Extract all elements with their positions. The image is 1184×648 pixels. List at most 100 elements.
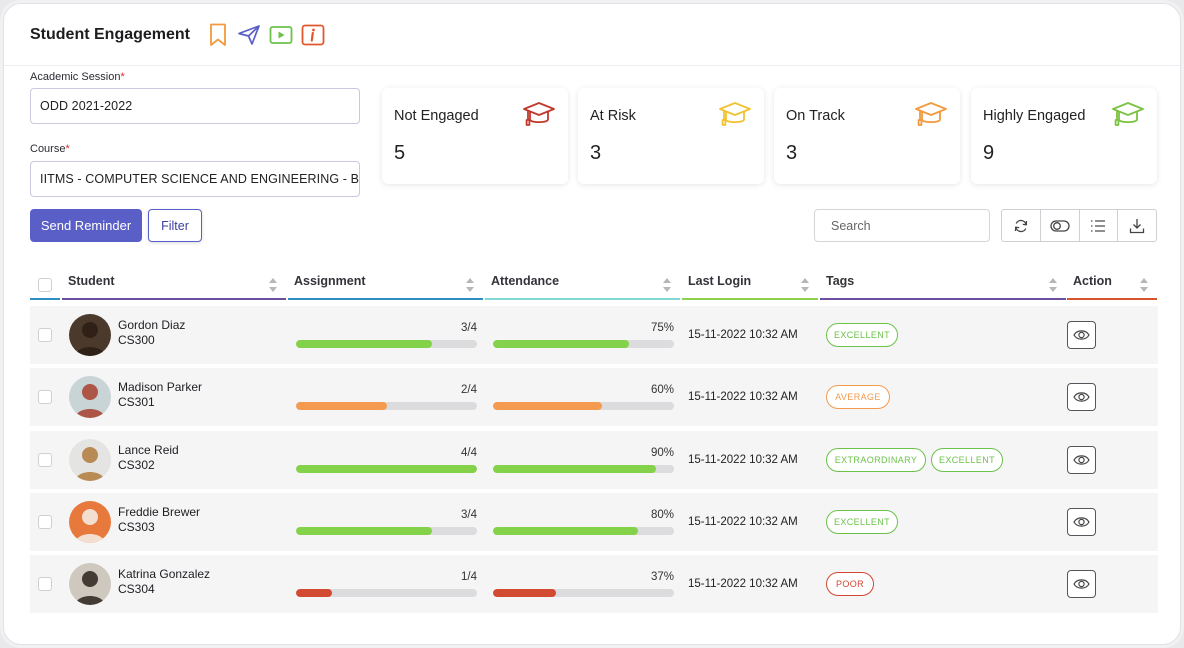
required-mark: * [65, 143, 70, 155]
view-button[interactable] [1067, 446, 1096, 474]
student-name: Madison Parker [118, 380, 203, 394]
table-row[interactable]: Madison Parker CS301 2/4 60% 15-11-2022 10:3… [30, 368, 1158, 426]
eye-icon [1073, 579, 1090, 589]
column-header-label: Student [68, 274, 115, 288]
eye-icon [1073, 330, 1090, 340]
assignment-value: 2/4 [461, 384, 477, 396]
course-select[interactable]: IITMS - COMPUTER SCIENCE AND ENGINEERING… [30, 161, 360, 197]
toggle-icon[interactable] [1041, 210, 1080, 241]
column-underline [288, 298, 483, 300]
stat-card-not-engaged[interactable]: Not Engaged 5 [382, 88, 568, 184]
table-row[interactable]: Gordon Diaz CS300 3/4 75% 15-11-2022 10:32 A… [30, 306, 1158, 364]
assignment-progress [296, 589, 477, 597]
list-icon[interactable] [1080, 210, 1119, 241]
graduation-cap-icon [1111, 100, 1145, 130]
assignment-progress [296, 527, 477, 535]
view-button[interactable] [1067, 570, 1096, 598]
session-label: Academic Session* [30, 71, 125, 83]
sort-icon[interactable] [800, 276, 810, 294]
attendance-value: 37% [650, 571, 674, 583]
assignment-value: 1/4 [461, 571, 477, 583]
eye-icon [1073, 392, 1090, 402]
attendance-value: 80% [650, 509, 674, 521]
view-button[interactable] [1067, 321, 1096, 349]
column-header-label: Attendance [491, 274, 560, 288]
stat-card-highly-engaged[interactable]: Highly Engaged 9 [971, 88, 1157, 184]
column-header-label: Last Login [688, 274, 752, 288]
download-icon[interactable] [1118, 210, 1156, 241]
avatar [69, 563, 111, 605]
session-label-text: Academic Session [30, 71, 121, 83]
table-row[interactable]: Freddie Brewer CS303 3/4 80% 15-11-2022 10:3… [30, 493, 1158, 551]
sort-icon[interactable] [662, 276, 672, 294]
student-id: CS302 [118, 458, 155, 472]
column-underline [485, 298, 680, 300]
sort-icon[interactable] [268, 276, 278, 294]
row-checkbox[interactable] [38, 390, 52, 404]
stat-value: 5 [394, 142, 406, 164]
graduation-cap-icon [718, 100, 752, 130]
eye-icon [1073, 455, 1090, 465]
sort-icon[interactable] [1139, 276, 1149, 294]
last-login: 15-11-2022 10:32 AM [688, 454, 798, 466]
attendance-value: 90% [650, 447, 674, 459]
last-login: 15-11-2022 10:32 AM [688, 391, 798, 403]
assignment-value: 3/4 [461, 322, 477, 334]
attendance-progress [493, 465, 674, 473]
last-login: 15-11-2022 10:32 AM [688, 329, 798, 341]
status-badge: EXCELLENT [826, 323, 898, 347]
video-play-icon[interactable] [269, 22, 293, 48]
row-checkbox[interactable] [38, 577, 52, 591]
attendance-value: 75% [650, 322, 674, 334]
assignment-progress [296, 340, 477, 348]
column-header-last-login[interactable]: Last Login [682, 274, 818, 300]
row-checkbox[interactable] [38, 453, 52, 467]
stat-card-at-risk[interactable]: At Risk 3 [578, 88, 764, 184]
sort-icon[interactable] [1048, 276, 1058, 294]
avatar [69, 439, 111, 481]
column-header-label: Action [1073, 274, 1112, 288]
column-header-assignment[interactable]: Assignment [288, 274, 483, 300]
select-all-checkbox[interactable] [38, 278, 52, 292]
column-header-attendance[interactable]: Attendance [485, 274, 680, 300]
student-id: CS301 [118, 395, 155, 409]
send-reminder-button[interactable]: Send Reminder [30, 209, 142, 242]
stat-label: Not Engaged [394, 108, 479, 124]
column-header-student[interactable]: Student [62, 274, 286, 300]
assignment-progress [296, 465, 477, 473]
student-id: CS300 [118, 333, 155, 347]
status-badge: AVERAGE [826, 385, 890, 409]
send-icon[interactable] [237, 22, 261, 48]
refresh-icon[interactable] [1002, 210, 1041, 241]
column-header-tags[interactable]: Tags [820, 274, 1066, 300]
view-button[interactable] [1067, 508, 1096, 536]
filter-button[interactable]: Filter [148, 209, 202, 242]
row-checkbox[interactable] [38, 515, 52, 529]
attendance-progress [493, 589, 674, 597]
avatar [69, 314, 111, 356]
avatar [69, 501, 111, 543]
table-tools [1001, 209, 1157, 242]
student-name: Katrina Gonzalez [118, 567, 211, 581]
assignment-value: 3/4 [461, 509, 477, 521]
status-badge: EXCELLENT [931, 448, 1003, 472]
column-header-action[interactable]: Action [1067, 274, 1157, 300]
column-underline [682, 298, 818, 300]
column-underline [62, 298, 286, 300]
table-row[interactable]: Katrina Gonzalez CS304 1/4 37% 15-11-2022 10… [30, 555, 1158, 613]
table-row[interactable]: Lance Reid CS302 4/4 90% 15-11-2022 10:32 AM… [30, 431, 1158, 489]
attendance-progress [493, 402, 674, 410]
info-icon[interactable] [301, 22, 325, 48]
page-title: Student Engagement [30, 26, 191, 43]
sort-icon[interactable] [465, 276, 475, 294]
student-id: CS303 [118, 520, 155, 534]
stat-card-on-track[interactable]: On Track 3 [774, 88, 960, 184]
search-input[interactable] [814, 209, 990, 242]
row-checkbox[interactable] [38, 328, 52, 342]
bookmark-icon[interactable] [206, 22, 230, 48]
session-select[interactable]: ODD 2021-2022 [30, 88, 360, 124]
stat-label: Highly Engaged [983, 108, 1086, 124]
last-login: 15-11-2022 10:32 AM [688, 516, 798, 528]
view-button[interactable] [1067, 383, 1096, 411]
last-login: 15-11-2022 10:32 AM [688, 578, 798, 590]
